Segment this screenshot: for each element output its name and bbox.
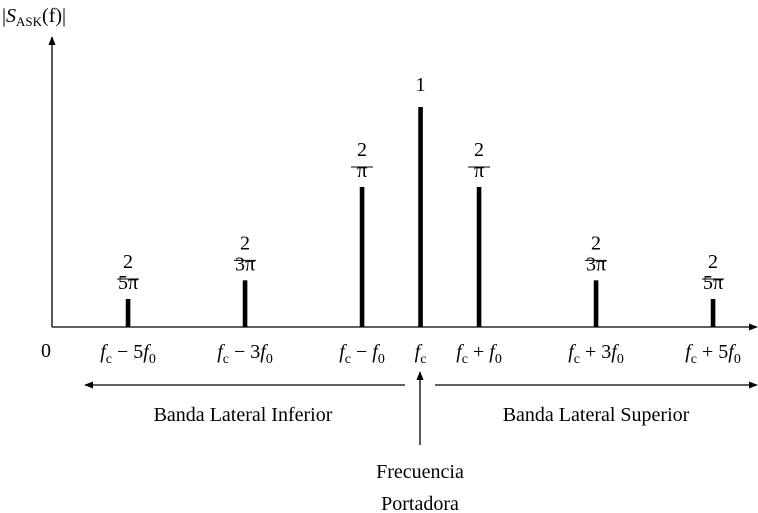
y-axis-label: |SASK(f)| bbox=[2, 5, 66, 29]
x-tick-label: fc​ − 3f0​ bbox=[217, 341, 273, 367]
stem bbox=[242, 280, 248, 327]
value-label: 1 bbox=[416, 74, 426, 96]
carrier-label: Portadora bbox=[381, 493, 459, 513]
x-tick-label: fc​ − 5f0​ bbox=[100, 341, 156, 367]
stem bbox=[476, 186, 482, 327]
lower-band-label: Banda Lateral Inferior bbox=[154, 404, 333, 426]
x-tick-label: fc​ + 5f0​ bbox=[685, 341, 741, 367]
stem bbox=[359, 186, 365, 327]
origin-label: 0 bbox=[41, 340, 51, 362]
stem bbox=[710, 298, 716, 327]
carrier-label: Frecuencia bbox=[376, 461, 464, 483]
stem bbox=[125, 298, 131, 327]
x-tick-label: fc​ + f0​ bbox=[456, 341, 502, 367]
x-tick-label: fc​ bbox=[415, 341, 427, 367]
stem bbox=[418, 107, 423, 327]
value-label: 2 5π bbox=[703, 251, 723, 294]
stem bbox=[593, 280, 599, 327]
value-label: 2 5π bbox=[118, 251, 138, 294]
x-tick-label: fc​ − f0​ bbox=[339, 341, 385, 367]
value-label: 2 3π bbox=[235, 232, 255, 275]
x-tick-label: fc​ + 3f0​ bbox=[568, 341, 624, 367]
value-label: 2 3π bbox=[586, 232, 606, 275]
upper-band-label: Banda Lateral Superior bbox=[503, 404, 690, 426]
